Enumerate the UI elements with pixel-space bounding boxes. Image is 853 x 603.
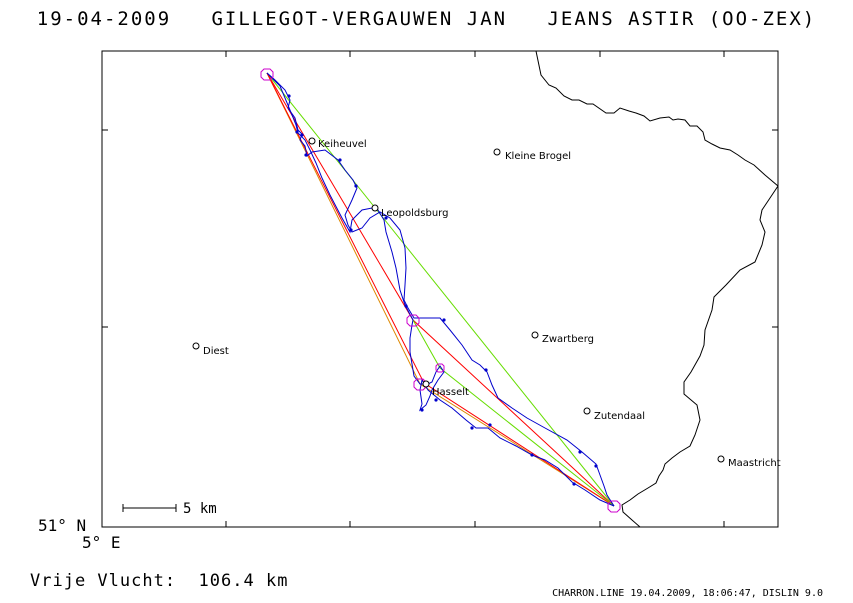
scale-bar-label: 5 km	[183, 501, 217, 517]
track-fix	[488, 423, 492, 427]
task-line-green	[266, 72, 615, 507]
track-fix	[384, 216, 388, 220]
city-label-maastricht: Maastricht	[728, 458, 781, 469]
flight-title: 19-04-2009 GILLEGOT-VERGAUWEN JAN JEANS …	[0, 8, 853, 30]
turnpoint-2	[413, 378, 427, 391]
city-label-zwartberg: Zwartberg	[542, 334, 594, 345]
track-fix	[349, 228, 353, 232]
axis-ticks	[102, 51, 778, 527]
city-label-leopoldsburg: Leopoldsburg	[381, 208, 448, 219]
city-marker-diest	[192, 342, 200, 350]
track-fix	[434, 398, 438, 402]
pilot-name: GILLEGOT-VERGAUWEN JAN	[211, 8, 508, 30]
track-fix	[338, 158, 342, 162]
track-fix	[594, 464, 598, 468]
track-fix	[295, 130, 299, 134]
track-fix	[484, 368, 488, 372]
flight-track	[266, 72, 615, 507]
distance-value: 106.4 km	[198, 571, 289, 591]
country-border	[621, 185, 779, 528]
city-label-diest: Diest	[203, 346, 229, 357]
track-fixes	[287, 94, 598, 486]
track-fix	[354, 184, 358, 188]
latitude-label: 51° N	[38, 516, 87, 535]
turnpoint-1	[406, 314, 420, 327]
city-label-keiheuvel: Keiheuvel	[318, 139, 367, 150]
city-marker-maastricht	[717, 455, 725, 463]
task-line-green-2	[412, 319, 615, 507]
flight-track-return	[266, 72, 615, 507]
track-fix	[287, 94, 291, 98]
city-label-hasselt: Hasselt	[432, 387, 469, 398]
country-border	[535, 50, 779, 187]
longitude-label: 5° E	[82, 533, 121, 552]
flight-date: 19-04-2009	[36, 8, 172, 30]
turnpoint-3	[435, 363, 445, 373]
track-fix	[578, 450, 582, 454]
scale-bar: 5 km	[122, 501, 217, 517]
track-fix	[404, 304, 408, 308]
turnpoint-finish	[607, 500, 621, 513]
city-marker-leopoldsburg	[371, 204, 379, 212]
map-frame	[101, 50, 779, 528]
track-fix	[470, 426, 474, 430]
city-markers: Keiheuvel Kleine Brogel Leopoldsburg Die…	[192, 137, 781, 469]
track-fix	[304, 153, 308, 157]
distance-label: Vrije Vlucht:	[30, 571, 177, 591]
footer-info: CHARRON.LINE 19.04.2009, 18:06:47, DISLI…	[552, 588, 823, 599]
track-fix	[442, 318, 446, 322]
track-fix	[420, 408, 424, 412]
city-marker-zutendaal	[583, 407, 591, 415]
distance-readout: Vrije Vlucht: 106.4 km	[30, 571, 288, 591]
city-label-zutendaal: Zutendaal	[594, 411, 645, 422]
turnpoints	[260, 68, 621, 513]
city-marker-keiheuvel	[308, 137, 316, 145]
city-marker-hasselt	[422, 380, 430, 388]
track-fix	[572, 482, 576, 486]
track-fix	[300, 133, 304, 137]
city-label-kleine-brogel: Kleine Brogel	[505, 151, 571, 162]
glider-name: JEANS ASTIR (OO-ZEX)	[547, 8, 817, 30]
track-fix	[530, 453, 534, 457]
turnpoint-start	[260, 68, 274, 81]
city-marker-kleine-brogel	[493, 148, 501, 156]
city-marker-zwartberg	[531, 331, 539, 339]
